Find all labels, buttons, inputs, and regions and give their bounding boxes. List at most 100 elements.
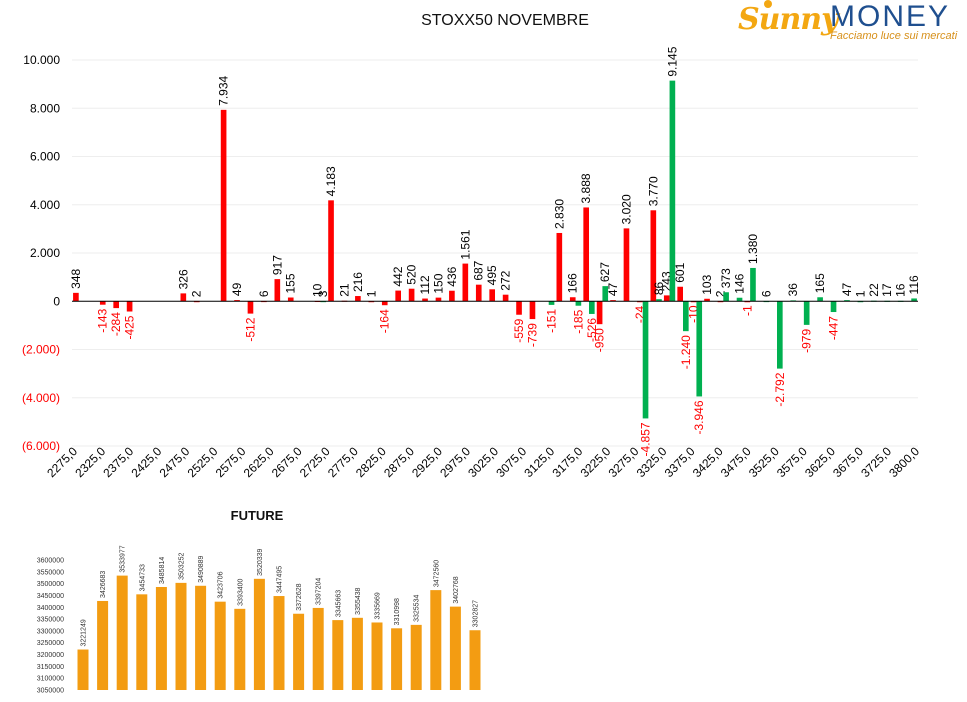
future-data-label: 3533977: [120, 545, 127, 572]
y-tick-label: (4.000): [22, 391, 60, 405]
bar: [683, 301, 689, 332]
future-data-label: 3402768: [453, 576, 460, 603]
bar: [911, 298, 917, 302]
data-label: 9.145: [665, 46, 679, 76]
x-tick-label: 3475,0: [718, 444, 754, 480]
bar: [803, 301, 810, 325]
data-label: 495: [485, 265, 499, 285]
bar: [650, 210, 657, 302]
y-tick-label: 4.000: [30, 198, 60, 212]
future-bar: [312, 607, 324, 690]
data-label: 3.888: [579, 173, 593, 203]
data-label: -447: [827, 316, 841, 340]
bar: [583, 207, 589, 302]
x-tick-label: 2725,0: [297, 444, 333, 480]
data-label: 166: [566, 273, 580, 293]
data-label: 16: [894, 283, 908, 297]
bar: [287, 297, 294, 302]
data-label: -979: [800, 329, 814, 353]
future-y-tick-label: 3500000: [37, 581, 64, 588]
data-label: -1.240: [679, 335, 693, 369]
x-tick-label: 3625,0: [802, 444, 838, 480]
future-data-label: 3325534: [414, 595, 421, 622]
future-bar: [97, 600, 109, 690]
future-bar: [410, 624, 422, 690]
bar: [575, 301, 582, 306]
future-data-label: 3503252: [179, 553, 186, 580]
open-interest-chart: 10.000 8.000 6.000 4.000 2.000 0 (2.000) (4.000…: [22, 46, 922, 480]
data-label: -4.857: [639, 422, 653, 456]
x-tick-label: 3275,0: [606, 444, 642, 480]
future-y-tick-label: 3550000: [37, 569, 64, 576]
data-label: 272: [499, 270, 513, 290]
data-label: 1: [364, 290, 378, 297]
y-tick-label: 2.000: [30, 246, 60, 260]
data-label: 47: [840, 282, 854, 296]
bar: [126, 301, 133, 312]
bar: [642, 301, 649, 419]
bar: [830, 301, 837, 313]
data-label: 442: [391, 266, 405, 286]
data-label: 520: [405, 264, 419, 284]
bar: [180, 293, 187, 302]
data-label: 103: [700, 274, 714, 294]
y-tick-label: 10.000: [23, 53, 60, 67]
future-bar: [253, 578, 265, 690]
bar: [435, 297, 442, 302]
data-label: -143: [96, 308, 110, 332]
data-label: 21: [337, 283, 351, 297]
logo-tagline: Facciamo luce sui mercati: [830, 30, 958, 42]
y-tick-label: 8.000: [30, 101, 60, 115]
x-tick-label: 3375,0: [662, 444, 698, 480]
future-bar: [136, 594, 148, 690]
future-data-label: 3485814: [159, 557, 166, 584]
bar: [656, 299, 662, 302]
y-tick-label: 6.000: [30, 150, 60, 164]
bar: [704, 298, 710, 302]
data-label: 687: [472, 260, 486, 280]
data-label: 3: [316, 290, 330, 297]
future-data-label: 3520339: [257, 548, 264, 575]
bar: [328, 200, 334, 302]
y-tick-label: 0: [53, 294, 60, 308]
x-tick-label: 2625,0: [241, 444, 277, 480]
data-label: 47: [606, 282, 620, 296]
future-data-label: 3335669: [375, 592, 382, 619]
future-bar: [332, 620, 344, 690]
x-tick-label: 2375,0: [100, 444, 136, 480]
x-tick-label: 2925,0: [409, 444, 445, 480]
bar: [220, 109, 227, 302]
bar: [723, 292, 729, 302]
x-tick-label: 3575,0: [774, 444, 810, 480]
bar: [602, 286, 609, 302]
data-label: -2.792: [773, 372, 787, 406]
bar: [449, 290, 455, 302]
data-label: -425: [123, 315, 137, 339]
x-tick-label: 2825,0: [353, 444, 389, 480]
future-bar: [449, 606, 461, 690]
data-label: 4.183: [324, 166, 338, 196]
data-label: 1: [853, 290, 867, 297]
data-label: 601: [673, 262, 687, 282]
future-data-label: 3355438: [355, 587, 362, 614]
future-data-label: 3302827: [473, 600, 480, 627]
bar: [750, 267, 756, 302]
x-tick-label: 2775,0: [325, 444, 361, 480]
bar: [73, 292, 79, 302]
x-tick-label: 3125,0: [521, 444, 557, 480]
bar: [99, 301, 106, 305]
future-bar: [116, 575, 128, 690]
data-label: 49: [230, 282, 244, 296]
data-label: -3.946: [692, 400, 706, 434]
future-chart-title: FUTURE: [230, 508, 284, 523]
future-y-tick-label: 3350000: [37, 617, 64, 624]
x-tick-label: 2675,0: [269, 444, 305, 480]
bar: [669, 80, 676, 302]
future-bar: [371, 622, 383, 690]
x-tick-label: 2975,0: [437, 444, 473, 480]
future-y-tick-label: 3200000: [37, 652, 64, 659]
main-chart-title: STOXX50 NOVEMBRE: [421, 12, 589, 29]
x-tick-label: 2525,0: [185, 444, 221, 480]
future-bar: [391, 628, 403, 690]
bar: [408, 288, 415, 302]
